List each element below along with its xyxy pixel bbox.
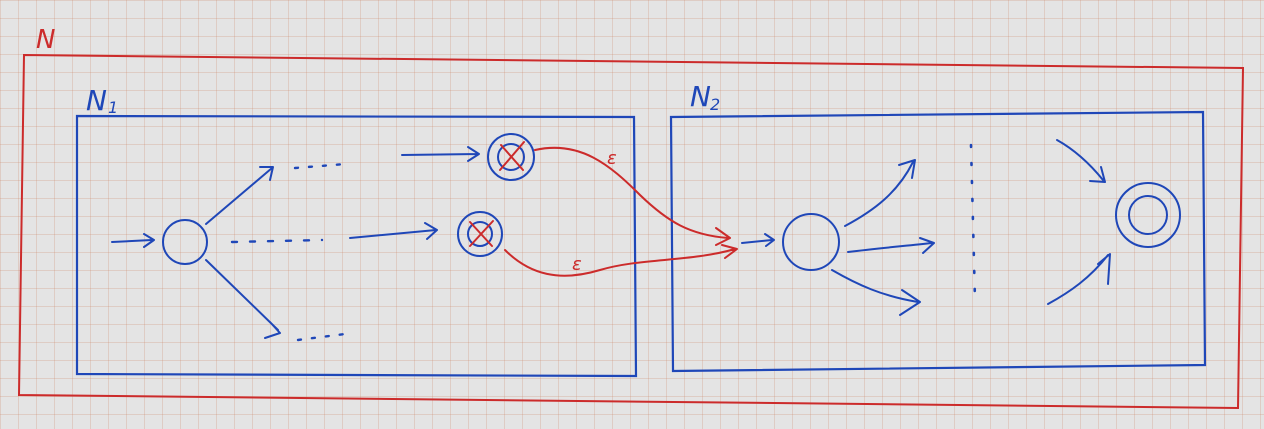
n1-former-accept-state-top (487, 133, 535, 181)
n2-start-arrow (741, 233, 775, 247)
n2-arrow-into-accept-top (1056, 139, 1106, 183)
cross-out-mark-bottom (469, 220, 494, 247)
n1-start-arrow (111, 233, 155, 248)
n2-arrow-down (831, 269, 921, 316)
n2-start-state (782, 213, 840, 271)
machine-n2-label: N (690, 80, 711, 113)
outer-machine-label: N (36, 25, 55, 55)
n1-start-state (162, 219, 208, 265)
n1-arrow-lower-branch (205, 259, 281, 339)
n1-dots-lower (296, 332, 347, 342)
epsilon-transitions: ε ε (504, 146, 738, 277)
machine-n1-subscript: 1 (108, 98, 118, 117)
outer-machine-frame (17, 53, 1245, 410)
machine-n2-subscript: 2 (710, 95, 720, 114)
n2-arrow-up (844, 159, 916, 227)
n2-arrow-into-accept-bottom (1047, 253, 1111, 305)
machine-n2-frame (669, 110, 1207, 373)
machine-n1: N 1 (75, 84, 638, 378)
n1-arrow-upper-branch (205, 166, 274, 225)
n1-dots-middle (230, 238, 324, 244)
machine-n1-label: N (86, 84, 107, 117)
n1-dots-upper (293, 162, 347, 170)
n1-former-accept-state-bottom (457, 211, 503, 257)
n2-accept-state (1115, 182, 1181, 248)
epsilon-label-bottom: ε (572, 254, 582, 275)
n2-arrow-middle (847, 237, 935, 254)
machine-n2: N 2 (669, 80, 1207, 373)
cross-out-mark-top (499, 141, 525, 171)
epsilon-label-top: ε (607, 148, 617, 169)
n1-arrow-to-accept-bottom (349, 222, 438, 240)
epsilon-transition-bottom (504, 244, 738, 277)
outer-machine-n: N (17, 25, 1245, 410)
n1-arrow-to-accept-top (401, 146, 480, 162)
machine-n1-frame (75, 114, 638, 378)
epsilon-transition-top (534, 146, 731, 246)
n2-vertical-dots (969, 143, 977, 302)
